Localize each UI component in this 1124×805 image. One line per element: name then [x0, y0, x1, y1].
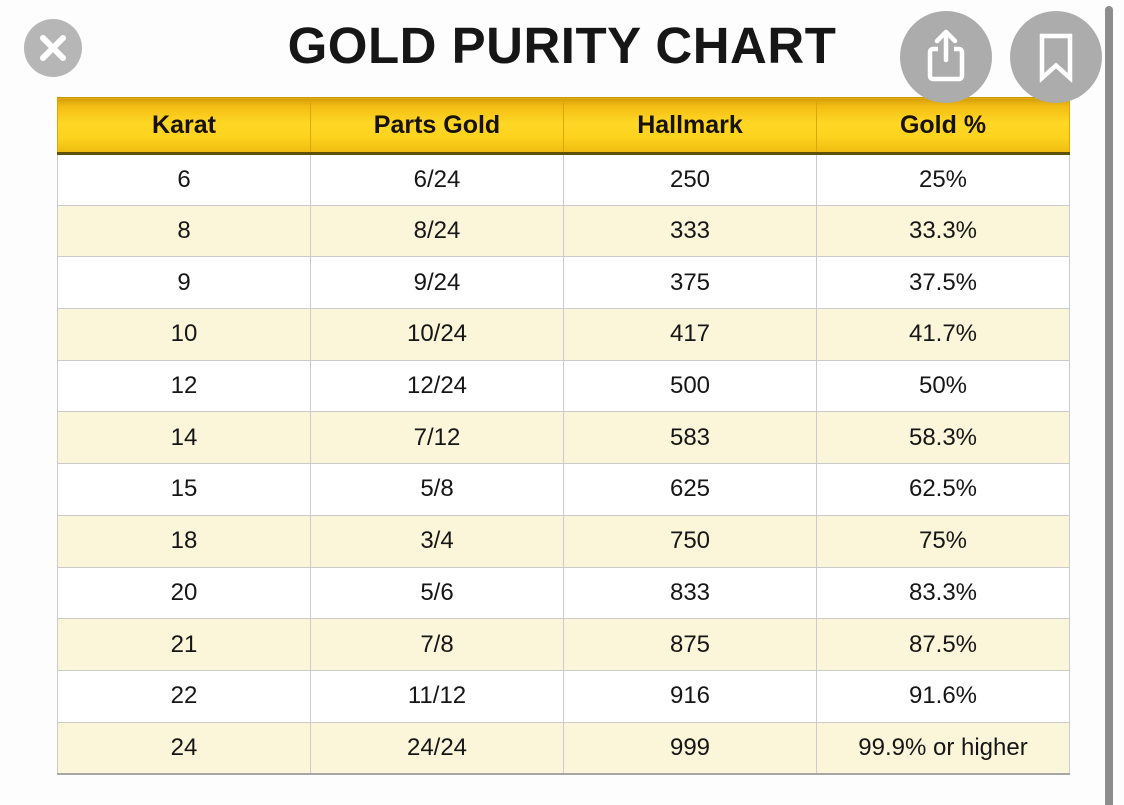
- table-header: Karat Parts Gold Hallmark Gold %: [57, 97, 1070, 155]
- cell-gold-pct: 50%: [816, 359, 1070, 413]
- cell-parts-gold: 11/12: [310, 669, 564, 723]
- cell-gold-pct: 62.5%: [816, 463, 1070, 516]
- table-row: 20 5/6 833 83.3%: [57, 566, 1070, 620]
- cell-karat: 20: [57, 566, 311, 620]
- table-header-row: Karat Parts Gold Hallmark Gold %: [57, 97, 1070, 155]
- cell-karat: 6: [57, 153, 311, 206]
- cell-parts-gold: 5/8: [310, 463, 564, 516]
- cell-karat: 10: [57, 308, 311, 361]
- cell-gold-pct: 37.5%: [816, 256, 1070, 310]
- cell-parts-gold: 8/24: [310, 204, 564, 258]
- table-row: 9 9/24 375 37.5%: [57, 256, 1070, 310]
- cell-karat: 9: [57, 256, 311, 310]
- cell-hallmark: 999: [563, 721, 817, 775]
- bookmark-button[interactable]: [1010, 11, 1102, 103]
- cell-hallmark: 417: [563, 308, 817, 361]
- cell-parts-gold: 7/12: [310, 411, 564, 465]
- cell-karat: 24: [57, 721, 311, 775]
- cell-gold-pct: 41.7%: [816, 308, 1070, 361]
- cell-hallmark: 250: [563, 153, 817, 206]
- table-body: 6 6/24 250 25% 8 8/24 333 33.3% 9 9/24 375 37.5% 10 1…: [57, 153, 1070, 775]
- cell-parts-gold: 10/24: [310, 308, 564, 361]
- cell-hallmark: 583: [563, 411, 817, 465]
- cell-gold-pct: 87.5%: [816, 618, 1070, 671]
- share-button[interactable]: [900, 11, 992, 103]
- cell-gold-pct: 58.3%: [816, 411, 1070, 465]
- cell-hallmark: 916: [563, 669, 817, 723]
- cell-hallmark: 625: [563, 463, 817, 516]
- page-title: GOLD PURITY CHART: [287, 17, 837, 74]
- cell-karat: 22: [57, 669, 311, 723]
- close-button[interactable]: [24, 19, 82, 77]
- table-row: 10 10/24 417 41.7%: [57, 308, 1070, 361]
- cell-parts-gold: 24/24: [310, 721, 564, 775]
- cell-gold-pct: 25%: [816, 153, 1070, 206]
- table-row: 21 7/8 875 87.5%: [57, 618, 1070, 671]
- cell-parts-gold: 5/6: [310, 566, 564, 620]
- cell-parts-gold: 9/24: [310, 256, 564, 310]
- cell-karat: 15: [57, 463, 311, 516]
- table-row: 8 8/24 333 33.3%: [57, 204, 1070, 258]
- table-row: 12 12/24 500 50%: [57, 359, 1070, 413]
- close-icon: [24, 19, 82, 77]
- table-row: 24 24/24 999 99.9% or higher: [57, 721, 1070, 775]
- cell-gold-pct: 75%: [816, 514, 1070, 568]
- cell-hallmark: 750: [563, 514, 817, 568]
- cell-karat: 14: [57, 411, 311, 465]
- share-icon: [900, 11, 992, 103]
- cell-parts-gold: 3/4: [310, 514, 564, 568]
- header-karat: Karat: [57, 97, 311, 155]
- cell-parts-gold: 6/24: [310, 153, 564, 206]
- gold-purity-table: Karat Parts Gold Hallmark Gold % 6 6/24 25…: [57, 97, 1070, 775]
- cell-parts-gold: 7/8: [310, 618, 564, 671]
- table-row: 6 6/24 250 25%: [57, 153, 1070, 206]
- cell-karat: 18: [57, 514, 311, 568]
- header-hallmark: Hallmark: [563, 97, 817, 155]
- table-row: 15 5/8 625 62.5%: [57, 463, 1070, 516]
- cell-gold-pct: 83.3%: [816, 566, 1070, 620]
- header-gold-pct: Gold %: [816, 97, 1070, 155]
- cell-hallmark: 375: [563, 256, 817, 310]
- table-row: 18 3/4 750 75%: [57, 514, 1070, 568]
- cell-karat: 12: [57, 359, 311, 413]
- cell-parts-gold: 12/24: [310, 359, 564, 413]
- cell-gold-pct: 99.9% or higher: [816, 721, 1070, 775]
- cell-karat: 8: [57, 204, 311, 258]
- cell-karat: 21: [57, 618, 311, 671]
- cell-hallmark: 833: [563, 566, 817, 620]
- table-row: 14 7/12 583 58.3%: [57, 411, 1070, 465]
- cell-gold-pct: 33.3%: [816, 204, 1070, 258]
- cell-hallmark: 500: [563, 359, 817, 413]
- cell-hallmark: 875: [563, 618, 817, 671]
- table-row: 22 11/12 916 91.6%: [57, 669, 1070, 723]
- bookmark-icon: [1010, 11, 1102, 103]
- scrollbar[interactable]: [1105, 6, 1113, 805]
- header-parts-gold: Parts Gold: [310, 97, 564, 155]
- cell-hallmark: 333: [563, 204, 817, 258]
- cell-gold-pct: 91.6%: [816, 669, 1070, 723]
